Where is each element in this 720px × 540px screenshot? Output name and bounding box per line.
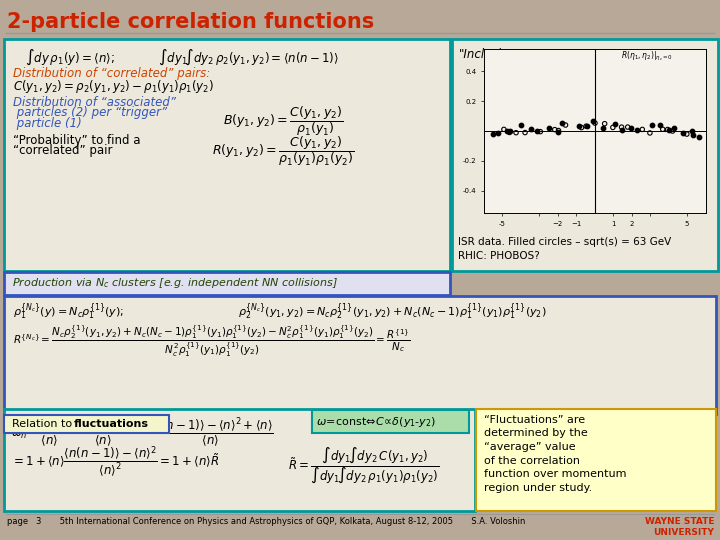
Text: page   3       5th International Conference on Physics and Astrophysics of GQP, : page 3 5th International Conference on P… — [7, 517, 526, 526]
Text: particles (2) per “trigger”: particles (2) per “trigger” — [13, 106, 167, 119]
Point — [504, 128, 516, 137]
Point — [492, 129, 503, 138]
Point — [644, 129, 656, 137]
Point — [625, 124, 636, 132]
FancyBboxPatch shape — [476, 409, 716, 511]
Text: “Fluctuations” are
determined by the
“average” value
of the correlation
function: “Fluctuations” are determined by the “av… — [484, 415, 626, 492]
Point — [588, 117, 599, 125]
Point — [510, 129, 522, 137]
FancyBboxPatch shape — [312, 410, 469, 433]
Text: particle (1): particle (1) — [13, 117, 81, 130]
Point — [526, 125, 537, 133]
Point — [552, 127, 564, 136]
Point — [607, 123, 618, 132]
Point — [519, 129, 531, 137]
FancyBboxPatch shape — [4, 272, 450, 295]
Point — [686, 127, 698, 136]
Point — [677, 129, 688, 137]
Point — [667, 127, 678, 136]
Point — [557, 119, 568, 127]
Text: Distribution of “associated”: Distribution of “associated” — [13, 96, 176, 109]
FancyBboxPatch shape — [4, 296, 716, 414]
Text: Distribution of “correlated” pairs:: Distribution of “correlated” pairs: — [13, 67, 210, 80]
Point — [636, 125, 648, 134]
Text: Relation to: Relation to — [12, 419, 75, 429]
Point — [553, 126, 564, 135]
Point — [589, 119, 600, 127]
Text: $=1+\langle n\rangle\dfrac{\langle n(n-1)\rangle-\langle n\rangle^2}{\langle n\r: $=1+\langle n\rangle\dfrac{\langle n(n-1… — [11, 444, 219, 479]
Point — [693, 133, 705, 141]
Text: $\rho_1^{\{N_c\}}(y) = N_c\rho_1^{\{1\}}(y);$: $\rho_1^{\{N_c\}}(y) = N_c\rho_1^{\{1\}}… — [13, 301, 124, 322]
Point — [599, 119, 611, 128]
Point — [543, 124, 554, 132]
Text: $\omega_n = \dfrac{\sigma_n^2}{\langle n\rangle} = \dfrac{\langle n^2\rangle-\la: $\omega_n = \dfrac{\sigma_n^2}{\langle n… — [11, 415, 274, 449]
Point — [531, 127, 543, 136]
Point — [501, 126, 513, 135]
Text: $\tilde{R} = \dfrac{\int dy_1\!\int dy_2\,C(y_1,y_2)}{\int dy_1\!\int dy_2\,\rho: $\tilde{R} = \dfrac{\int dy_1\!\int dy_2… — [288, 446, 439, 485]
Point — [573, 122, 585, 130]
Text: $\int dy_1\!\int dy_2\,\rho_2(y_1,y_2) = \langle n(n-1)\rangle$: $\int dy_1\!\int dy_2\,\rho_2(y_1,y_2) =… — [158, 48, 340, 67]
Text: WAYNE STATE
UNIVERSITY: WAYNE STATE UNIVERSITY — [644, 517, 714, 537]
Point — [598, 124, 609, 132]
Point — [646, 120, 657, 129]
Point — [581, 122, 593, 130]
Point — [616, 126, 627, 134]
Text: $R^{\{N_c\}} = \dfrac{N_c\rho_2^{\{1\}}(y_1,y_2)+N_c(N_c-1)\rho_1^{\{1\}}(y_1)\r: $R^{\{N_c\}} = \dfrac{N_c\rho_2^{\{1\}}(… — [13, 324, 410, 359]
Point — [657, 125, 668, 133]
Text: fluctuations: fluctuations — [74, 419, 149, 429]
Point — [664, 126, 675, 134]
Point — [549, 125, 560, 134]
Text: $B(y_1,y_2) = \dfrac{C(y_1,y_2)}{\rho_1(y_1)}$: $B(y_1,y_2) = \dfrac{C(y_1,y_2)}{\rho_1(… — [223, 104, 343, 138]
Text: $\int dy\,\rho_1(y) = \langle n \rangle;$: $\int dy\,\rho_1(y) = \langle n \rangle;… — [25, 48, 115, 67]
Text: $R(\eta_1,\eta_2)|_{\eta_c=0}$: $R(\eta_1,\eta_2)|_{\eta_c=0}$ — [621, 50, 673, 63]
Point — [609, 119, 621, 128]
Text: 2-particle correlation functions: 2-particle correlation functions — [7, 12, 374, 32]
Text: $C(y_1,y_2) = \rho_2(y_1,y_2) - \rho_1(y_1)\rho_1(y_2)$: $C(y_1,y_2) = \rho_2(y_1,y_2) - \rho_1(y… — [13, 78, 214, 95]
Point — [505, 127, 516, 136]
Text: $\omega\!=\!\mathrm{const}\!\Leftrightarrow\!C\!\propto\!\delta(y_1\text{-}y_2)$: $\omega\!=\!\mathrm{const}\!\Leftrightar… — [316, 415, 436, 429]
Point — [559, 121, 571, 130]
Text: $R(y_1,y_2) = \dfrac{C(y_1,y_2)}{\rho_1(y_1)\rho_1(y_2)}$: $R(y_1,y_2) = \dfrac{C(y_1,y_2)}{\rho_1(… — [212, 134, 355, 168]
FancyBboxPatch shape — [4, 415, 169, 433]
Point — [580, 122, 592, 131]
Point — [576, 123, 588, 132]
Point — [654, 120, 665, 129]
Point — [688, 131, 699, 140]
Point — [662, 125, 673, 134]
Point — [668, 124, 680, 133]
Text: “correlated” pair: “correlated” pair — [13, 144, 112, 157]
Point — [681, 130, 693, 138]
Point — [498, 125, 510, 134]
Text: Production via $N_c$ clusters [e.g. independent NN collisions]: Production via $N_c$ clusters [e.g. inde… — [12, 276, 338, 291]
Point — [622, 123, 634, 131]
Point — [534, 127, 546, 136]
Text: “Probability” to find a: “Probability” to find a — [13, 134, 140, 147]
Text: $\rho_2^{\{N_c\}}(y_1,y_2) = N_c\rho_2^{\{1\}}(y_1,y_2) + N_c(N_c-1)\rho_1^{\{1\: $\rho_2^{\{N_c\}}(y_1,y_2) = N_c\rho_2^{… — [238, 301, 546, 322]
Text: ISR data. Filled circles – sqrt(s) = 63 GeV
RHIC: PHOBOS?: ISR data. Filled circles – sqrt(s) = 63 … — [458, 237, 671, 260]
Point — [487, 130, 498, 139]
Point — [631, 126, 643, 134]
FancyBboxPatch shape — [4, 39, 450, 271]
FancyBboxPatch shape — [4, 409, 475, 511]
FancyBboxPatch shape — [452, 39, 718, 271]
Point — [616, 123, 627, 131]
Text: "Inclusive": "Inclusive" — [459, 48, 522, 60]
Point — [515, 120, 526, 129]
